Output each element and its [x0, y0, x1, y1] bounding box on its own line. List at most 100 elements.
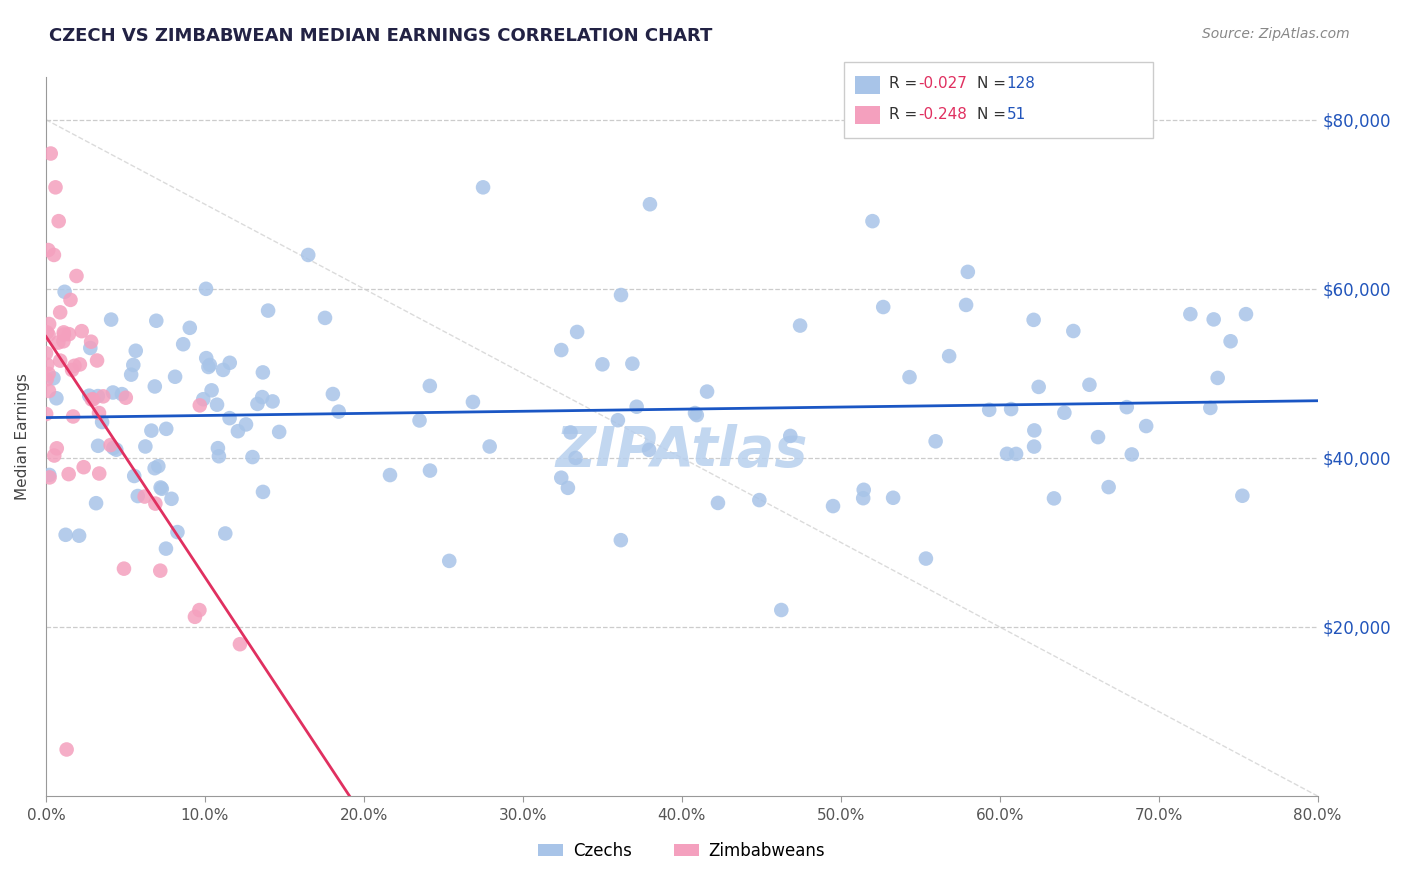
Point	[610, 533, 633, 548]
Point	[62, 409, 84, 424]
Point	[1022, 313, 1045, 327]
Point	[550, 471, 572, 485]
Text: 51: 51	[1007, 107, 1026, 121]
Point	[683, 406, 706, 420]
Point	[1078, 377, 1101, 392]
Point	[1053, 406, 1076, 420]
Point	[111, 387, 134, 401]
Point	[89, 467, 111, 481]
Point	[184, 610, 207, 624]
Point	[610, 288, 633, 302]
Point	[91, 415, 114, 429]
Point	[1022, 440, 1045, 454]
Point	[114, 391, 136, 405]
Point	[155, 422, 177, 436]
Point	[1219, 334, 1241, 349]
Point	[621, 357, 644, 371]
Point	[218, 411, 240, 425]
Point	[419, 464, 441, 478]
Point	[148, 459, 170, 474]
Point	[38, 467, 60, 482]
Point	[37, 358, 59, 372]
Point	[67, 529, 90, 543]
Point	[127, 489, 149, 503]
Point	[1202, 312, 1225, 326]
Point	[100, 312, 122, 326]
Point	[87, 406, 110, 420]
Y-axis label: Median Earnings: Median Earnings	[15, 373, 30, 500]
Point	[165, 369, 187, 384]
Point	[49, 353, 72, 368]
Point	[39, 146, 62, 161]
Point	[35, 372, 58, 386]
Point	[564, 450, 586, 465]
Point	[242, 450, 264, 464]
Point	[87, 439, 110, 453]
Point	[252, 365, 274, 379]
Point	[149, 564, 172, 578]
Point	[46, 335, 69, 350]
Point	[205, 398, 228, 412]
Point	[166, 525, 188, 540]
Point	[58, 327, 80, 342]
Point	[125, 343, 148, 358]
Point	[626, 400, 648, 414]
Point	[70, 324, 93, 338]
Point	[45, 442, 67, 456]
Point	[37, 243, 59, 257]
Point	[35, 326, 58, 340]
Point	[91, 389, 114, 403]
Point	[38, 327, 60, 342]
Point	[208, 449, 231, 463]
Point	[38, 470, 60, 484]
Point	[80, 334, 103, 349]
Point	[748, 493, 770, 508]
Point	[1199, 401, 1222, 415]
Text: N =: N =	[977, 77, 1011, 91]
Point	[145, 314, 167, 328]
Point	[328, 404, 350, 418]
Point	[779, 429, 801, 443]
Point	[246, 397, 269, 411]
Point	[862, 214, 884, 228]
Point	[141, 424, 163, 438]
Point	[55, 528, 77, 542]
Point	[252, 390, 274, 404]
Point	[789, 318, 811, 333]
Point	[638, 442, 661, 457]
Point	[1043, 491, 1066, 506]
Point	[65, 268, 87, 283]
Point	[120, 368, 142, 382]
Point	[1098, 480, 1121, 494]
Point	[995, 447, 1018, 461]
Legend: Czechs, Zimbabweans: Czechs, Zimbabweans	[531, 835, 832, 867]
Point	[112, 562, 135, 576]
Point	[898, 370, 921, 384]
Text: -0.248: -0.248	[918, 107, 967, 121]
Point	[188, 603, 211, 617]
Point	[53, 285, 76, 299]
Point	[122, 358, 145, 372]
Point	[235, 417, 257, 432]
Point	[38, 384, 60, 398]
Point	[145, 497, 167, 511]
Point	[924, 434, 946, 449]
Text: 128: 128	[1007, 77, 1036, 91]
Point	[45, 392, 67, 406]
Point	[58, 467, 80, 482]
Point	[77, 389, 100, 403]
Point	[262, 394, 284, 409]
Point	[82, 392, 104, 407]
Point	[55, 742, 77, 756]
Point	[560, 425, 582, 440]
Text: -0.027: -0.027	[918, 77, 967, 91]
Point	[52, 326, 75, 340]
Point	[852, 483, 875, 497]
Point	[193, 392, 215, 407]
Text: Source: ZipAtlas.com: Source: ZipAtlas.com	[1202, 27, 1350, 41]
Point	[188, 398, 211, 412]
Point	[42, 248, 65, 262]
Point	[419, 379, 441, 393]
Point	[1087, 430, 1109, 444]
Point	[155, 541, 177, 556]
